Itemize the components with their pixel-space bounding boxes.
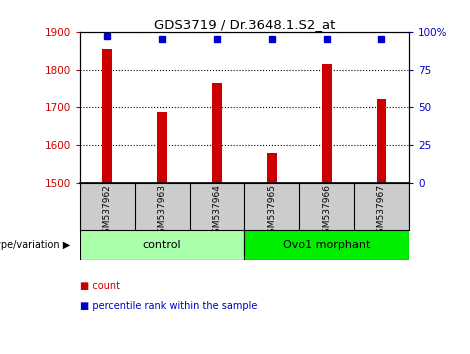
Text: GSM537966: GSM537966 xyxy=(322,184,331,239)
Bar xyxy=(80,230,244,260)
Text: genotype/variation ▶: genotype/variation ▶ xyxy=(0,240,70,250)
Text: GSM537967: GSM537967 xyxy=(377,184,386,239)
Text: ■ count: ■ count xyxy=(80,281,120,291)
Text: GSM537963: GSM537963 xyxy=(157,184,167,239)
Bar xyxy=(267,153,277,183)
Bar xyxy=(102,49,112,183)
Bar xyxy=(376,99,386,183)
Bar xyxy=(157,112,167,183)
Text: GSM537964: GSM537964 xyxy=(212,184,221,239)
Bar xyxy=(321,64,332,183)
Text: Ovo1 morphant: Ovo1 morphant xyxy=(283,240,370,250)
Text: control: control xyxy=(143,240,181,250)
Text: GSM537962: GSM537962 xyxy=(103,184,112,239)
Text: ■ percentile rank within the sample: ■ percentile rank within the sample xyxy=(80,301,257,311)
Title: GDS3719 / Dr.3648.1.S2_at: GDS3719 / Dr.3648.1.S2_at xyxy=(154,18,335,31)
Bar xyxy=(244,230,409,260)
Bar xyxy=(212,83,222,183)
Text: GSM537965: GSM537965 xyxy=(267,184,276,239)
